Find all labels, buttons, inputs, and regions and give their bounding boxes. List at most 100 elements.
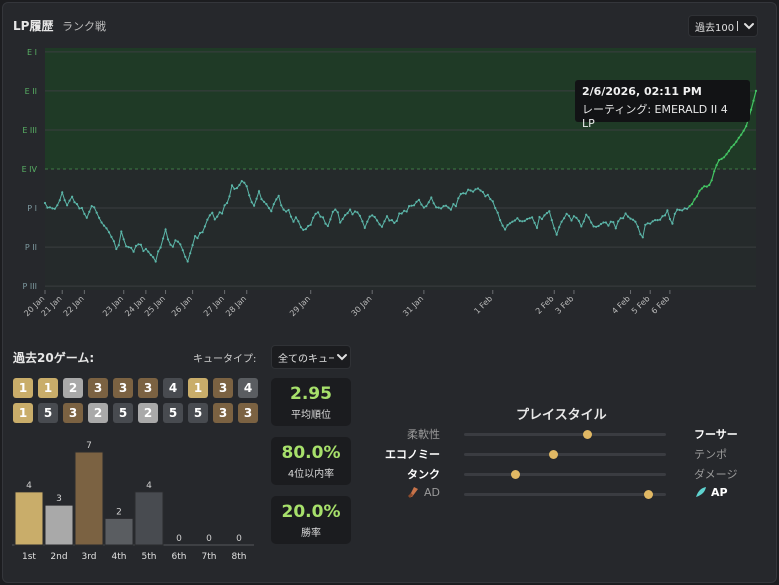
rating-point: [122, 238, 125, 241]
rating-point: [617, 220, 620, 223]
histogram-category-label: 8th: [232, 552, 247, 562]
rating-point: [476, 187, 480, 190]
rating-point: [309, 223, 312, 226]
rating-point: [321, 216, 325, 219]
rating-point: [622, 217, 625, 220]
rating-point: [560, 220, 563, 223]
placement-badge: 3: [213, 378, 233, 398]
rating-point: [540, 217, 544, 221]
x-tick-label: 30 Jan: [350, 294, 374, 318]
rating-point: [587, 216, 590, 219]
rating-point: [567, 214, 571, 217]
rating-point: [659, 218, 662, 221]
rating-point: [599, 222, 603, 226]
queue-dropdown[interactable]: 全てのキュー: [271, 345, 351, 369]
rating-point: [440, 207, 443, 210]
rating-point: [139, 243, 142, 246]
rating-point: [732, 143, 736, 146]
rating-point: [75, 203, 79, 206]
rating-point: [705, 185, 708, 188]
rating-point: [501, 224, 504, 227]
rating-point: [400, 212, 403, 215]
rating-point: [176, 240, 179, 243]
rating-point: [595, 225, 598, 228]
rating-point: [93, 206, 96, 209]
rating-point: [550, 219, 553, 222]
queue-dropdown-value: 全てのキュー: [278, 353, 334, 365]
rating-point: [725, 153, 728, 156]
rating-point: [474, 188, 477, 191]
rating-point: [619, 217, 622, 220]
stat-win-rate: 20.0% 勝率: [271, 496, 351, 544]
rating-point: [218, 211, 221, 214]
rating-point: [737, 136, 740, 139]
ap-icon: [696, 487, 706, 497]
histogram-category-label: 7th: [202, 552, 217, 562]
x-tick-label: 1 Feb: [472, 294, 494, 316]
rating-point: [275, 198, 278, 201]
rating-point: [272, 203, 275, 206]
placement-badge: 5: [38, 403, 58, 423]
rating-point: [435, 206, 438, 209]
rating-point: [631, 218, 635, 221]
rating-point: [454, 205, 457, 208]
rating-point: [208, 214, 211, 217]
histogram-value-label: 4: [26, 481, 32, 491]
rating-point: [184, 255, 187, 258]
range-dropdown-value: 過去100: [695, 22, 735, 34]
histogram-bar: [104, 517, 134, 546]
x-tick-label: 24 Jan: [123, 294, 147, 318]
rating-point: [363, 226, 366, 229]
rating-point: [651, 220, 654, 223]
rating-point: [134, 244, 138, 247]
rating-point: [403, 209, 406, 212]
rating-point: [206, 218, 209, 221]
rating-point: [700, 187, 704, 190]
rating-point: [110, 235, 113, 238]
rating-point: [528, 217, 531, 220]
histogram-category-label: 6th: [172, 552, 187, 562]
playstyle-marker: [583, 430, 593, 439]
rating-point: [513, 219, 517, 222]
playstyle-right-label: AP: [694, 486, 728, 499]
rating-point: [90, 205, 93, 208]
rating-point: [61, 191, 64, 194]
rating-point: [211, 211, 214, 214]
range-dropdown[interactable]: 過去100: [688, 15, 758, 37]
placement-badge: 1: [13, 403, 33, 423]
rating-point: [98, 216, 101, 219]
rating-point: [518, 219, 521, 222]
rating-point: [280, 204, 283, 207]
rating-point: [673, 212, 676, 215]
stat-value: 80.0%: [281, 443, 341, 463]
rating-point: [66, 204, 69, 207]
rating-point: [142, 249, 145, 253]
rating-point: [563, 217, 566, 220]
placement-badge: 1: [13, 378, 33, 398]
rating-point: [292, 220, 295, 223]
rating-point: [174, 239, 177, 242]
rating-point: [186, 260, 189, 263]
rating-point: [85, 216, 88, 219]
playstyle-left-label: タンク: [407, 468, 440, 481]
placement-badge: 2: [63, 378, 83, 398]
rating-point: [250, 201, 253, 204]
x-tick-label: 5 Feb: [630, 294, 652, 316]
playstyle-marker: [510, 470, 520, 479]
placement-badge: 4: [238, 378, 258, 398]
rating-point: [115, 247, 118, 251]
playstyle-left-label: AD: [407, 486, 440, 499]
rating-point: [58, 199, 61, 202]
rating-point: [442, 205, 445, 208]
rating-point: [294, 216, 297, 219]
x-tick-label: 28 Jan: [224, 294, 248, 318]
histogram-category-label: 5th: [142, 552, 157, 562]
rating-point: [117, 244, 120, 247]
rating-point: [299, 226, 302, 229]
histogram-value-label: 0: [206, 534, 212, 544]
rating-point: [71, 195, 74, 198]
rating-point: [553, 227, 556, 230]
histogram-value-label: 7: [86, 441, 92, 451]
playstyle-left-label: エコノミー: [385, 448, 440, 461]
